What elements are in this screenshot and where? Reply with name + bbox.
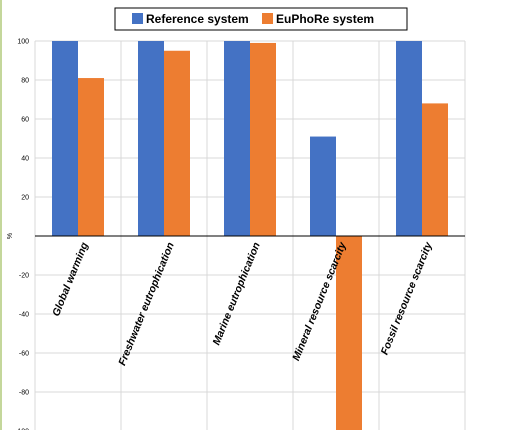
bar-reference-1 bbox=[52, 41, 78, 236]
category-label: Marine eutrophication bbox=[211, 241, 263, 347]
category-label: Freshwater eutrophication bbox=[116, 241, 177, 368]
chart-legend: Reference system EuPhoRe system bbox=[114, 7, 408, 31]
category-label: Global warming bbox=[50, 240, 91, 318]
left-border-rule bbox=[0, 0, 2, 430]
y-tick-label: 100 bbox=[17, 39, 29, 46]
legend-swatch-euphore bbox=[262, 13, 273, 24]
y-axis-label: % bbox=[7, 233, 14, 239]
chart-bars bbox=[52, 41, 448, 430]
y-tick-label: -80 bbox=[19, 390, 29, 397]
y-tick-label: 20 bbox=[21, 195, 29, 202]
legend-label-reference: Reference system bbox=[146, 12, 249, 26]
y-tick-label: -100 bbox=[15, 429, 29, 430]
bar-reference-3 bbox=[224, 41, 250, 236]
y-tick-label: 40 bbox=[21, 156, 29, 163]
y-tick-label: 60 bbox=[21, 117, 29, 124]
bar-euphore-1 bbox=[78, 78, 104, 236]
bar-euphore-2 bbox=[164, 50, 190, 236]
y-tick-label: -60 bbox=[19, 351, 29, 358]
bar-reference-2 bbox=[138, 41, 164, 236]
legend-swatch-reference bbox=[132, 13, 143, 24]
bar-reference-4 bbox=[310, 136, 336, 236]
category-labels: Global warming Freshwater eutrophication M… bbox=[50, 240, 435, 368]
y-tick-label: -20 bbox=[19, 273, 29, 280]
y-tick-label: 80 bbox=[21, 78, 29, 85]
bar-euphore-5 bbox=[422, 103, 448, 237]
bar-reference-5 bbox=[396, 41, 422, 236]
bar-euphore-3 bbox=[250, 42, 276, 237]
category-label: Fossil resource scarcity bbox=[379, 240, 436, 357]
y-axis-tick-labels: -100 -80 -60 -40 -20 20 40 60 80 100 bbox=[15, 39, 29, 430]
legend-label-euphore: EuPhoRe system bbox=[276, 12, 374, 26]
y-tick-label: -40 bbox=[19, 312, 29, 319]
bar-euphore-4 bbox=[336, 236, 362, 430]
legend-frame bbox=[114, 7, 408, 31]
